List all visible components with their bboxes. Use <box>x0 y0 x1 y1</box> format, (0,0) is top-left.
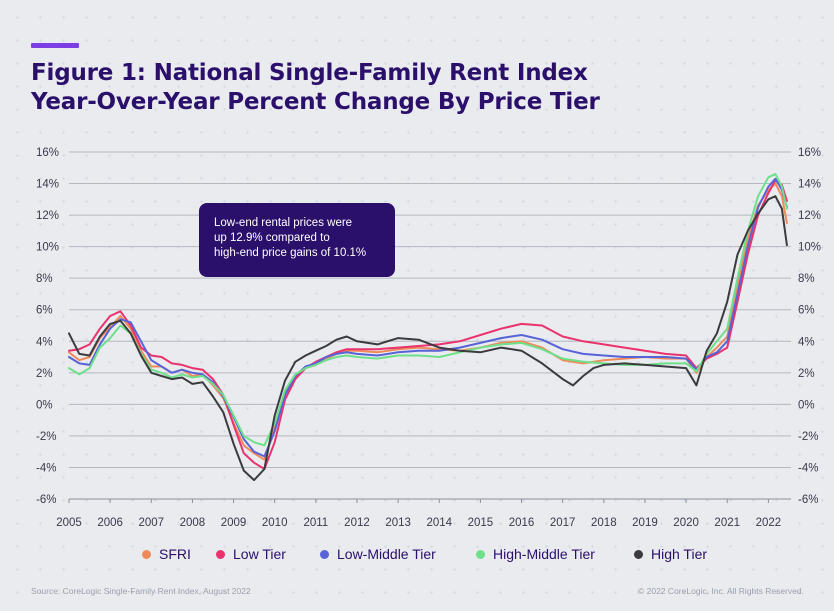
x-tick-label: 2008 <box>180 517 206 529</box>
y-tick-label-left: 4% <box>36 336 53 348</box>
callout-line-2: up 12.9% compared to <box>214 232 330 244</box>
y-tick-label-right: 16% <box>798 147 821 159</box>
y-tick-label-left: 6% <box>36 305 53 317</box>
title-line-2: Year-Over-Year Percent Change By Price T… <box>31 89 600 115</box>
y-tick-label-left: -6% <box>36 494 56 506</box>
x-tick-label: 2020 <box>673 517 699 529</box>
x-tick-label: 2015 <box>468 517 494 529</box>
x-tick-label: 2016 <box>509 517 535 529</box>
callout-line-3: high-end price gains of 10.1% <box>214 247 367 259</box>
series-line-low-middle-tier <box>68 177 788 458</box>
y-tick-label-right: 14% <box>798 179 821 191</box>
legend-item-low-tier: Low Tier <box>216 546 286 562</box>
y-tick-label-right: 12% <box>798 210 821 222</box>
title-line-1: Figure 1: National Single-Family Rent In… <box>31 60 588 86</box>
legend-swatch <box>142 549 151 559</box>
x-tick-label: 2006 <box>97 517 123 529</box>
legend-label: Low-Middle Tier <box>337 546 436 562</box>
series-line-high-tier <box>68 195 788 482</box>
y-tick-label-left: 2% <box>36 368 53 380</box>
legend-item-high-middle-tier: High-Middle Tier <box>476 546 595 562</box>
x-tick-label: 2012 <box>344 517 370 529</box>
y-tick-label-left: 10% <box>36 242 59 254</box>
legend-swatch <box>216 549 225 559</box>
legend-label: High Tier <box>651 546 708 562</box>
y-tick-label-right: 4% <box>798 336 815 348</box>
y-tick-label-left: -2% <box>36 431 56 443</box>
y-tick-label-left: 8% <box>36 273 53 285</box>
source-note: Source: CoreLogic Single-Family Rent Ind… <box>31 586 251 596</box>
y-tick-label-left: 14% <box>36 179 59 191</box>
legend-label: Low Tier <box>233 546 286 562</box>
y-tick-label-left: -4% <box>36 462 56 474</box>
x-tick-label: 2021 <box>714 517 740 529</box>
y-tick-label-left: 0% <box>36 399 53 411</box>
legend-swatch <box>320 549 329 559</box>
y-tick-label-right: -6% <box>798 494 818 506</box>
x-tick-label: 2022 <box>756 517 782 529</box>
y-tick-label-right: 8% <box>798 273 815 285</box>
x-tick-label: 2010 <box>262 517 288 529</box>
legend-label: High-Middle Tier <box>493 546 595 562</box>
callout-line-1: Low-end rental prices were <box>214 217 353 229</box>
x-tick-label: 2017 <box>550 517 576 529</box>
x-tick-label: 2005 <box>56 517 82 529</box>
y-tick-label-right: -4% <box>798 462 818 474</box>
page-title: Figure 1: National Single-Family Rent In… <box>31 59 600 117</box>
y-tick-label-left: 16% <box>36 147 59 159</box>
x-tick-label: 2009 <box>221 517 247 529</box>
legend-item-high-tier: High Tier <box>634 546 707 562</box>
legend-item-low-middle-tier: Low-Middle Tier <box>320 546 436 562</box>
legend-label: SFRI <box>159 546 191 562</box>
chart-legend: SFRI Low Tier Low-Middle Tier High-Middle T… <box>0 546 834 566</box>
y-tick-label-right: 0% <box>798 399 815 411</box>
x-tick-label: 2019 <box>632 517 658 529</box>
copyright-note: © 2022 CoreLogic, Inc. All Rights Reserv… <box>638 586 804 596</box>
legend-item-sfri: SFRI <box>142 546 191 562</box>
x-tick-label: 2011 <box>303 517 328 529</box>
y-tick-label-right: 2% <box>798 368 815 380</box>
callout-box: Low-end rental prices were up 12.9% comp… <box>199 203 395 277</box>
series-line-sfri <box>68 182 788 461</box>
y-tick-label-left: 12% <box>36 210 59 222</box>
x-tick-label: 2013 <box>385 517 411 529</box>
series-line-low-tier <box>68 179 788 470</box>
x-tick-label: 2018 <box>591 517 617 529</box>
y-tick-label-right: 10% <box>798 242 821 254</box>
x-tick-label: 2014 <box>426 517 452 529</box>
x-tick-label: 2007 <box>138 517 164 529</box>
legend-swatch <box>476 549 485 559</box>
legend-swatch <box>634 549 643 559</box>
y-tick-label-right: -2% <box>798 431 818 443</box>
y-tick-label-right: 6% <box>798 305 815 317</box>
title-accent-bar <box>31 43 79 48</box>
